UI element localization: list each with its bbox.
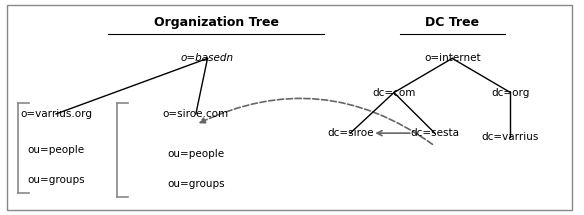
Text: ou=people: ou=people [167, 149, 224, 160]
Text: dc=varrius: dc=varrius [482, 132, 539, 142]
Text: dc=com: dc=com [372, 88, 416, 98]
Text: ou=groups: ou=groups [167, 179, 225, 189]
Text: DC Tree: DC Tree [425, 15, 479, 29]
Text: o=internet: o=internet [424, 53, 481, 63]
Text: o=siroe.com: o=siroe.com [163, 109, 229, 119]
FancyArrowPatch shape [200, 98, 433, 144]
Text: o=varrius.org: o=varrius.org [20, 109, 92, 119]
Text: Organization Tree: Organization Tree [154, 15, 279, 29]
Text: ou=groups: ou=groups [27, 175, 85, 185]
Text: ou=people: ou=people [27, 145, 85, 155]
Text: o=basedn: o=basedn [181, 53, 234, 63]
Text: dc=sesta: dc=sesta [410, 128, 459, 138]
Text: dc=org: dc=org [491, 88, 530, 98]
Text: dc=siroe: dc=siroe [327, 128, 374, 138]
